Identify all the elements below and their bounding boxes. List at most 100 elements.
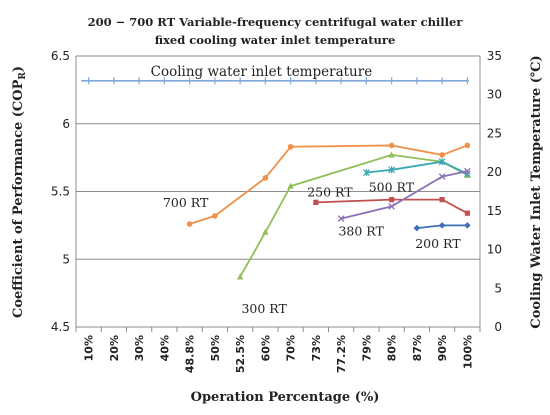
- data-point: [464, 142, 471, 149]
- annotation-700-rt: 700 RT: [163, 195, 209, 210]
- y-right-tick-label: 0: [494, 320, 502, 334]
- chart-title: 200 − 700 RT Variable-frequency centrifu…: [88, 15, 464, 47]
- data-point: [287, 143, 294, 150]
- x-tick-label: 79%: [360, 335, 373, 361]
- x-axis-label: Operation Percentage (%): [191, 390, 380, 405]
- data-point: [137, 77, 141, 85]
- data-point: [313, 199, 319, 205]
- series-line-380-rt: [340, 170, 468, 220]
- y-axis-left-label: Coefficient of Performance (COPR): [11, 66, 28, 318]
- x-tick-label: 40%: [158, 335, 171, 361]
- y-axis-left-label-subscript: R: [18, 72, 28, 80]
- data-point: [388, 166, 396, 174]
- x-tick-label: 20%: [108, 335, 121, 361]
- series-cooling-water-inlet-temperature: [81, 77, 469, 85]
- data-point: [314, 77, 318, 85]
- data-point: [262, 175, 269, 181]
- series-group: [81, 77, 471, 280]
- data-point: [464, 222, 471, 229]
- x-tick-label: 30%: [133, 335, 146, 361]
- data-point: [464, 167, 471, 175]
- data-point: [87, 77, 91, 85]
- y-right-tick-label: 20: [487, 165, 502, 179]
- data-point: [188, 77, 192, 85]
- data-point: [390, 77, 394, 85]
- data-point: [162, 77, 166, 85]
- data-point: [339, 77, 343, 85]
- annotation-300-rt: 300 RT: [241, 301, 287, 316]
- data-point: [464, 210, 470, 216]
- data-point: [112, 77, 116, 85]
- y-left-tick-label: 5: [62, 252, 70, 266]
- y-left-tick-label: 5.5: [51, 185, 70, 199]
- data-point: [362, 169, 370, 176]
- data-point: [337, 215, 345, 222]
- data-point: [236, 273, 244, 280]
- data-point: [439, 152, 445, 158]
- data-point: [438, 222, 446, 229]
- data-point: [415, 77, 419, 85]
- series-200-rt: [413, 222, 471, 232]
- x-tick-labels: 10% 20% 30% 40% 48.8% 50% 52.5% 60% 70% 73% 77.2% 7…: [83, 335, 475, 373]
- series-380-rt: [337, 167, 471, 222]
- y-right-tick-label: 25: [487, 126, 502, 140]
- data-point: [465, 77, 469, 85]
- series-250-rt: [313, 197, 470, 216]
- y-right-tick-label: 15: [487, 204, 502, 218]
- y-right-tick-labels: 35 30 25 20 15 10 5 0: [487, 49, 502, 334]
- y-left-tick-label: 6: [62, 117, 70, 131]
- series-line-500-rt: [366, 160, 468, 175]
- annotation-cooling-water-inlet-temperature: Cooling water inlet temperature: [151, 64, 373, 80]
- x-tick-label: 90%: [436, 335, 449, 361]
- data-point: [389, 197, 395, 203]
- y-right-tick-label: 35: [487, 49, 502, 63]
- data-point: [263, 77, 267, 85]
- x-tick-label: 87%: [411, 335, 424, 361]
- x-tick-label: 80%: [386, 335, 399, 361]
- x-tick-label: 50%: [209, 335, 222, 361]
- y-left-tick-label: 4.5: [51, 320, 70, 334]
- y-left-tick-labels: 6.5 6 5.5 5 4.5: [51, 49, 70, 334]
- y-left-tick-label: 6.5: [51, 49, 70, 63]
- data-point: [289, 77, 293, 85]
- annotation-500-rt: 500 RT: [369, 180, 415, 195]
- data-point: [388, 142, 395, 149]
- data-point: [388, 151, 395, 158]
- data-point: [213, 77, 217, 85]
- data-point: [186, 221, 193, 227]
- y-right-tick-label: 10: [487, 243, 502, 257]
- x-tick-label: 48.8%: [184, 335, 197, 373]
- x-tick-label: 60%: [259, 335, 272, 361]
- y-right-tick-label: 30: [487, 88, 502, 102]
- chart-title-line-2: fixed cooling water inlet temperature: [155, 33, 396, 47]
- x-tick-label: 10%: [83, 335, 96, 361]
- x-tick-label: 77.2%: [335, 335, 348, 373]
- axes: [75, 56, 481, 332]
- series-line-250-rt: [315, 198, 468, 214]
- grid-lines: [76, 55, 480, 328]
- x-tick-label: 73%: [310, 335, 323, 361]
- x-tick-label: 100%: [461, 335, 474, 369]
- y-right-tick-label: 5: [494, 281, 502, 295]
- x-tick-label: 52.5%: [234, 335, 247, 373]
- y-axis-right-label: Cooling Water Inlet Temperature (℃): [529, 55, 544, 328]
- data-point: [262, 228, 269, 235]
- series-700-rt: [186, 142, 471, 227]
- chart-title-line-1: 200 − 700 RT Variable-frequency centrifu…: [88, 15, 464, 29]
- series-500-rt: [362, 158, 471, 178]
- y-axis-left-label-close: ): [11, 66, 26, 72]
- annotation-250-rt: 250 RT: [307, 184, 353, 199]
- data-point: [287, 182, 294, 189]
- series-annotations: Cooling water inlet temperature 700 RT 300…: [151, 64, 462, 316]
- y-axis-left-label-main: Coefficient of Performance (COP: [11, 79, 26, 318]
- data-point: [413, 224, 421, 232]
- data-point: [388, 203, 395, 210]
- x-tick-label: 70%: [285, 335, 298, 361]
- data-point: [238, 77, 242, 85]
- data-point: [440, 77, 444, 85]
- annotation-380-rt: 380 RT: [338, 224, 384, 239]
- data-point: [438, 158, 446, 166]
- data-point: [212, 213, 218, 219]
- data-point: [438, 173, 446, 180]
